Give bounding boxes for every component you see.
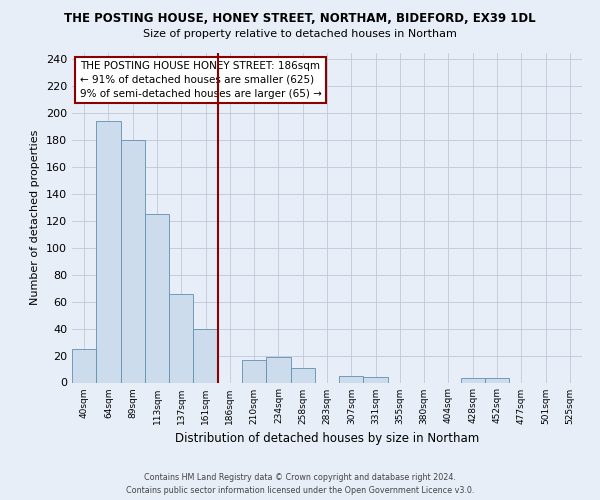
Bar bbox=[266, 357, 290, 382]
Bar bbox=[72, 349, 96, 382]
Bar bbox=[364, 377, 388, 382]
Bar bbox=[121, 140, 145, 382]
Text: THE POSTING HOUSE HONEY STREET: 186sqm
← 91% of detached houses are smaller (625: THE POSTING HOUSE HONEY STREET: 186sqm ←… bbox=[80, 60, 322, 99]
Bar bbox=[193, 328, 218, 382]
Text: Size of property relative to detached houses in Northam: Size of property relative to detached ho… bbox=[143, 29, 457, 39]
Text: Contains HM Land Registry data © Crown copyright and database right 2024.
Contai: Contains HM Land Registry data © Crown c… bbox=[126, 474, 474, 495]
X-axis label: Distribution of detached houses by size in Northam: Distribution of detached houses by size … bbox=[175, 432, 479, 445]
Bar bbox=[96, 121, 121, 382]
Bar bbox=[461, 378, 485, 382]
Text: THE POSTING HOUSE, HONEY STREET, NORTHAM, BIDEFORD, EX39 1DL: THE POSTING HOUSE, HONEY STREET, NORTHAM… bbox=[64, 12, 536, 26]
Y-axis label: Number of detached properties: Number of detached properties bbox=[31, 130, 40, 305]
Bar bbox=[169, 294, 193, 382]
Bar bbox=[339, 376, 364, 382]
Bar bbox=[145, 214, 169, 382]
Bar bbox=[290, 368, 315, 382]
Bar bbox=[242, 360, 266, 382]
Bar bbox=[485, 378, 509, 382]
